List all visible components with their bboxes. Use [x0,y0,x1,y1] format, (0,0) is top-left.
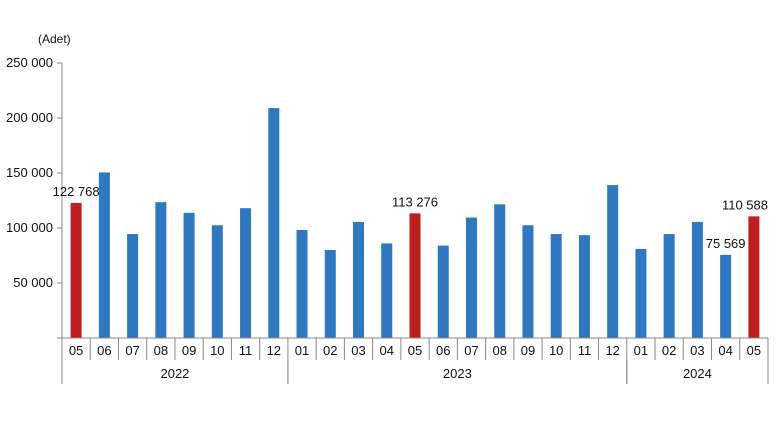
x-tick-label: 03 [351,343,365,358]
x-tick-label: 10 [210,343,224,358]
bar [409,213,421,338]
bar [353,221,365,338]
x-tick-label: 02 [323,343,337,358]
year-label: 2024 [683,366,712,381]
x-tick-label: 11 [239,343,253,358]
x-tick-label: 10 [549,343,563,358]
y-tick-label: 200 000 [6,110,53,125]
bar [240,208,252,338]
year-label: 2022 [160,366,189,381]
bar [98,172,110,338]
x-tick-label: 02 [662,343,676,358]
data-labels: 122 768 113 276 75 569 110 588 [53,184,768,251]
x-tick-label: 06 [97,343,111,358]
x-tick-label: 12 [267,343,281,358]
bar [465,217,477,338]
x-tick-label: 01 [295,343,309,358]
x-tick-label: 04 [718,343,732,358]
bar [381,243,393,338]
x-tick-label: 04 [380,343,394,358]
bar [494,204,506,338]
unit-label: (Adet) [38,32,71,46]
bar [607,185,619,338]
data-label: 110 588 [722,197,768,212]
bar [155,202,167,338]
bar [635,248,647,338]
data-label: 122 768 [53,184,100,199]
bar [720,254,732,338]
x-tick-label: 05 [747,343,761,358]
x-tick-label: 05 [408,343,422,358]
x-tick-label: 09 [521,343,535,358]
bar [296,229,308,338]
x-tick-label: 01 [634,343,648,358]
x-tick-label: 05 [69,343,83,358]
y-tick-label: 250 000 [6,55,53,70]
x-tick-label: 07 [125,343,139,358]
bar [550,234,562,338]
bar [578,235,590,338]
bar [70,202,82,338]
bar [268,108,280,338]
bar [522,225,534,338]
bar [663,234,675,338]
bars [70,108,760,338]
bar [183,212,195,338]
x-tick-label: 11 [578,343,592,358]
y-axis: 50 000 100 000 150 000 200 000 250 000 [6,55,63,339]
x-tick-label: 09 [182,343,196,358]
x-tick-label: 06 [436,343,450,358]
bar [127,234,139,338]
bar [324,250,336,338]
y-tick-label: 100 000 [6,220,53,235]
x-tick-label: 08 [492,343,506,358]
y-tick-label: 150 000 [6,165,53,180]
y-tick-label: 50 000 [13,275,53,290]
bar [691,221,703,338]
bar [437,245,449,338]
data-label: 113 276 [392,194,438,209]
data-label: 75 569 [706,236,746,251]
x-tick-label: 12 [605,343,619,358]
x-axis: 05 06 07 08 09 10 11 12 01 02 03 04 05 06 07 08 09 10 11 12… [61,337,769,384]
year-label: 2023 [443,366,472,381]
bar [748,216,760,338]
bar [211,225,223,338]
x-tick-label: 07 [464,343,478,358]
x-tick-label: 08 [154,343,168,358]
x-tick-label: 03 [690,343,704,358]
